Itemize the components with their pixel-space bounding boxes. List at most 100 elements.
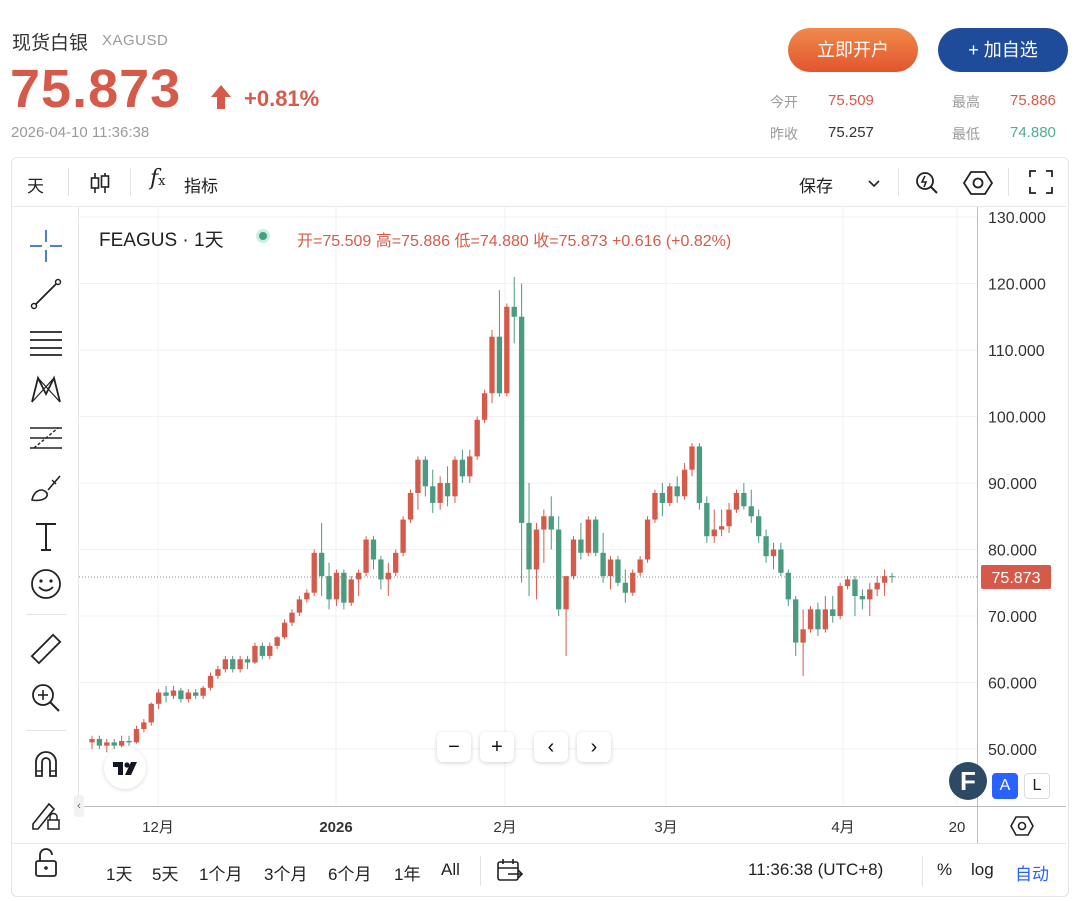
scroll-right-button[interactable]: › bbox=[577, 732, 611, 762]
candle-body bbox=[452, 459, 458, 497]
candle-body bbox=[118, 741, 125, 746]
range-1d[interactable]: 1天 bbox=[106, 865, 133, 884]
zoom-in-button[interactable]: + bbox=[480, 732, 514, 762]
emoji-icon[interactable] bbox=[28, 566, 64, 602]
open-account-button[interactable]: 立即开户 bbox=[788, 28, 918, 72]
x-tick-label: 12月 bbox=[142, 819, 174, 836]
candle-body bbox=[274, 637, 280, 646]
chevron-down-icon[interactable] bbox=[866, 176, 882, 190]
candle-body bbox=[267, 645, 273, 656]
percent-toggle[interactable]: % bbox=[937, 860, 953, 879]
fullscreen-icon[interactable] bbox=[1027, 168, 1055, 196]
x-tick-label: 20 bbox=[949, 819, 966, 836]
candle-body bbox=[363, 539, 369, 573]
candle-body bbox=[318, 552, 325, 577]
candle-body bbox=[859, 596, 866, 600]
brush-icon[interactable] bbox=[28, 470, 64, 506]
range-1m[interactable]: 1个月 bbox=[199, 865, 243, 884]
candle-body bbox=[133, 729, 140, 743]
candle-body bbox=[681, 469, 688, 497]
candle-body bbox=[593, 519, 599, 553]
range-1y[interactable]: 1年 bbox=[394, 865, 421, 884]
candle-body bbox=[385, 572, 391, 580]
candle-body bbox=[467, 456, 473, 477]
candle-body bbox=[200, 687, 206, 696]
candle-body bbox=[96, 739, 103, 746]
candle-body bbox=[481, 393, 488, 420]
candle-body bbox=[148, 703, 154, 723]
last-price: 75.873 bbox=[10, 59, 182, 119]
zoom-in-icon[interactable] bbox=[28, 680, 64, 716]
legend-change: +0.616 (+0.82%) bbox=[612, 233, 732, 250]
indicators-button[interactable]: 指标 bbox=[184, 177, 218, 196]
auto-scale-toggle[interactable]: A bbox=[992, 773, 1018, 799]
candle-body bbox=[348, 579, 354, 603]
candle-body bbox=[696, 446, 703, 503]
candle-body bbox=[644, 519, 651, 560]
candle-body bbox=[570, 539, 577, 577]
range-5d[interactable]: 5天 bbox=[152, 865, 179, 884]
y-tick-label: 60.000 bbox=[988, 676, 1037, 693]
candle-body bbox=[430, 486, 436, 503]
fib-retracement-icon[interactable] bbox=[28, 420, 64, 456]
time-axis-border bbox=[79, 806, 1066, 807]
range-all[interactable]: All bbox=[441, 860, 460, 879]
range-6m[interactable]: 6个月 bbox=[328, 865, 372, 884]
candle-body bbox=[311, 552, 317, 593]
candle-body bbox=[874, 582, 880, 590]
candle-body bbox=[370, 539, 377, 560]
text-tool-icon[interactable] bbox=[28, 518, 64, 554]
timezone-clock[interactable]: 11:36:38 (UTC+8) bbox=[748, 860, 884, 879]
auto-toggle[interactable]: 自动 bbox=[1015, 865, 1049, 884]
function-icon[interactable]: fx bbox=[150, 166, 166, 191]
x-tick-label: 2月 bbox=[493, 819, 516, 836]
unlock-icon[interactable] bbox=[28, 844, 64, 880]
candle-body bbox=[526, 522, 532, 570]
candle-body bbox=[770, 549, 777, 557]
date-range-icon[interactable] bbox=[494, 856, 524, 886]
tool-divider bbox=[26, 730, 66, 731]
candle-body bbox=[726, 509, 732, 527]
settings-icon[interactable] bbox=[962, 168, 994, 198]
zoom-out-button[interactable]: − bbox=[437, 732, 471, 762]
y-tick-label: 120.000 bbox=[988, 277, 1046, 294]
crosshair-icon[interactable] bbox=[28, 228, 64, 264]
trend-line-icon[interactable] bbox=[28, 276, 64, 312]
candle-body bbox=[800, 629, 806, 643]
candle-body bbox=[437, 483, 443, 503]
scroll-left-button[interactable]: ‹ bbox=[534, 732, 568, 762]
log-toggle[interactable]: log bbox=[971, 860, 994, 879]
lock-drawing-icon[interactable] bbox=[28, 796, 64, 832]
f-badge[interactable]: F bbox=[949, 762, 987, 800]
collapse-toolbar-handle[interactable]: ‹ bbox=[74, 795, 84, 817]
legend-status-dot bbox=[256, 229, 270, 243]
candle-body bbox=[111, 742, 117, 746]
interval-selector[interactable]: 天 bbox=[27, 177, 44, 196]
pattern-tool-icon[interactable] bbox=[28, 372, 64, 408]
tradingview-logo[interactable] bbox=[104, 747, 146, 789]
log-scale-toggle[interactable]: L bbox=[1024, 773, 1050, 799]
parallel-lines-icon[interactable] bbox=[28, 324, 64, 360]
candle-body bbox=[170, 690, 177, 696]
save-button[interactable]: 保存 bbox=[799, 177, 833, 196]
candle-body bbox=[215, 669, 221, 676]
add-watchlist-button[interactable]: + 加自选 bbox=[938, 28, 1068, 72]
magnet-icon[interactable] bbox=[28, 746, 64, 782]
axis-settings-icon[interactable] bbox=[1009, 813, 1035, 839]
ruler-icon[interactable] bbox=[28, 632, 64, 668]
candle-body bbox=[711, 529, 717, 537]
toolbar-divider bbox=[68, 168, 69, 196]
bottom-divider bbox=[922, 856, 923, 886]
candle-body bbox=[496, 336, 503, 394]
candlestick-type-icon[interactable] bbox=[87, 170, 113, 196]
candle-body bbox=[415, 459, 421, 493]
quick-search-icon[interactable] bbox=[912, 168, 942, 198]
candle-body bbox=[844, 579, 851, 587]
candle-body bbox=[474, 419, 480, 457]
drawing-toolbar-border bbox=[78, 207, 79, 807]
range-3m[interactable]: 3个月 bbox=[264, 865, 308, 884]
y-tick-label: 50.000 bbox=[988, 742, 1037, 759]
last-price-tag bbox=[981, 564, 1051, 589]
candle-body bbox=[667, 486, 673, 503]
